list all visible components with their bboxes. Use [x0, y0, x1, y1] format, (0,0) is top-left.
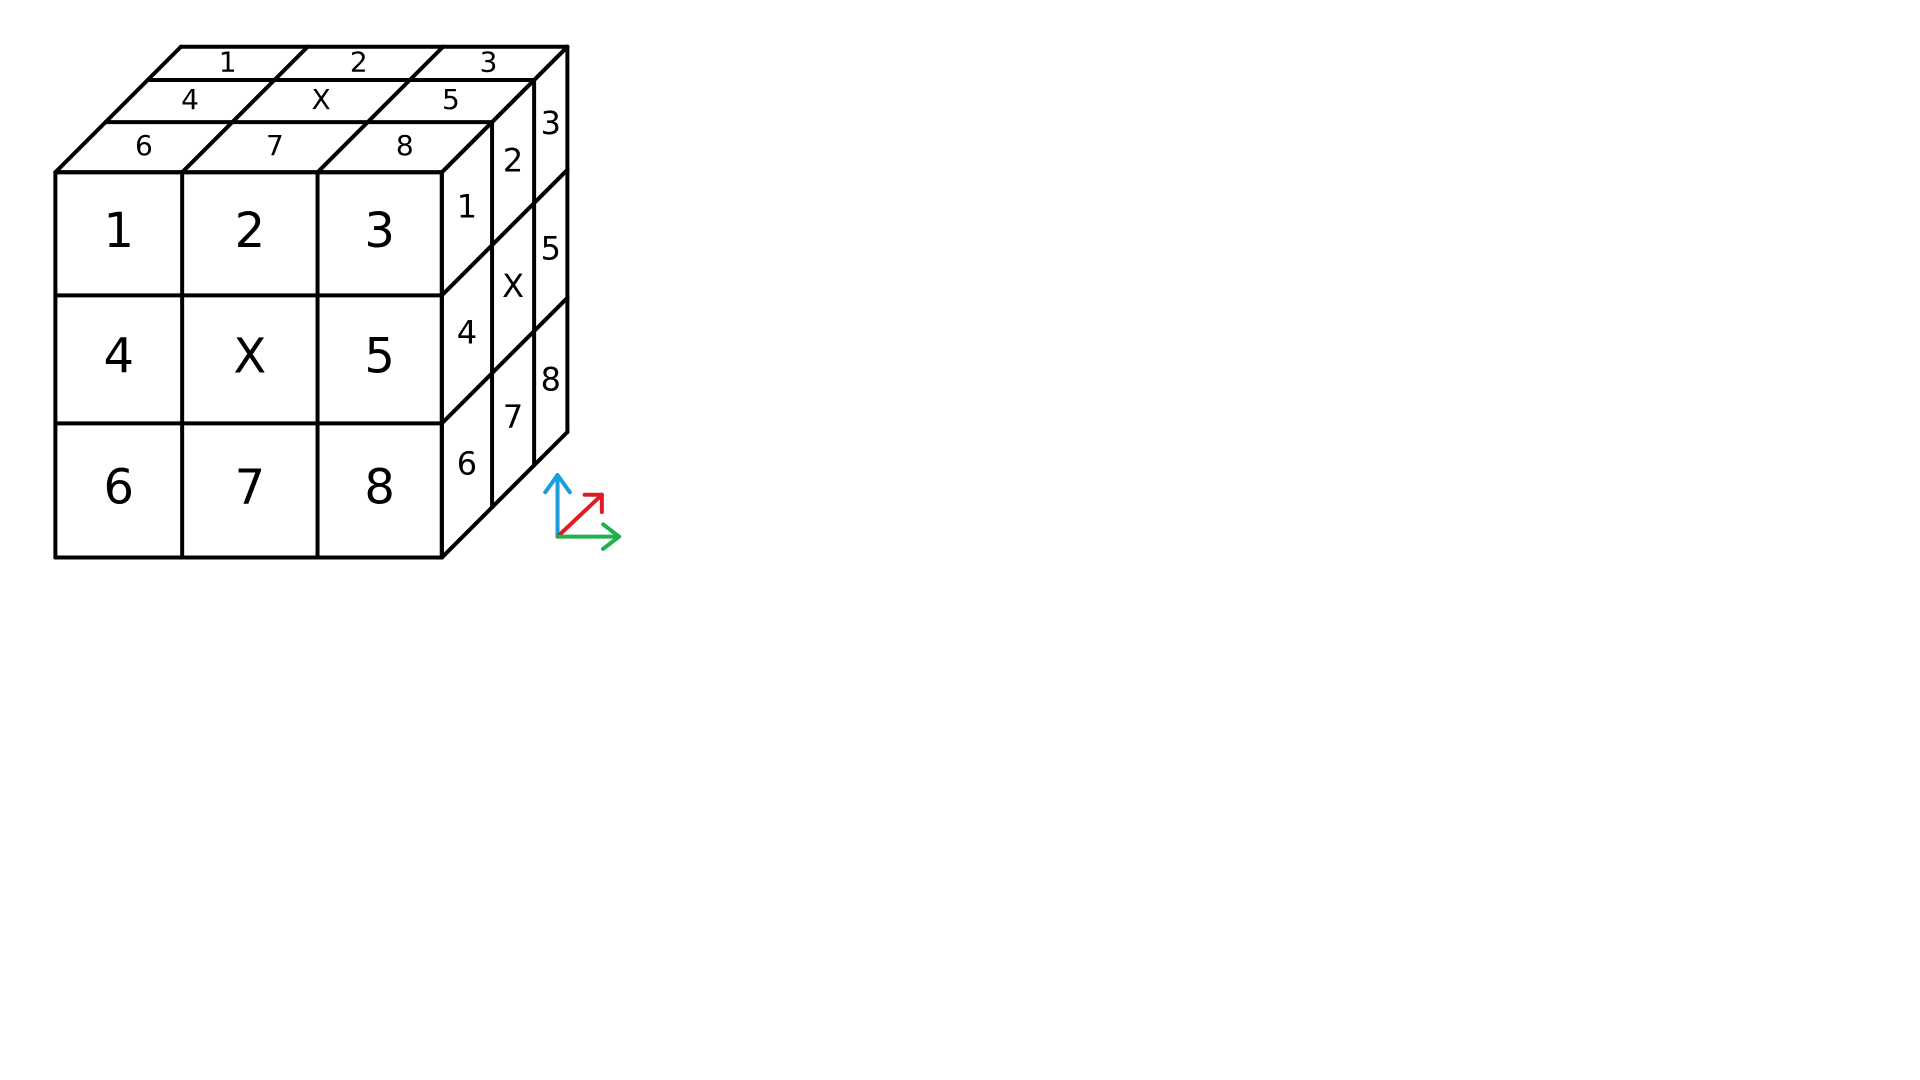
top-grid-line: [53, 44, 183, 175]
front-cell-label: 1: [103, 203, 134, 259]
side-grid-line: [439, 430, 570, 560]
front-cell-label: 5: [364, 328, 395, 384]
front-cell-label: X: [233, 328, 266, 384]
side-face: 123 4X5 678: [457, 104, 561, 482]
top-grid-line: [315, 44, 446, 175]
arrow-diagonal-icon: [555, 492, 604, 539]
side-cell-label: 8: [541, 361, 561, 399]
top-grid-line: [180, 44, 310, 175]
top-cell-label: 1: [219, 45, 237, 78]
top-face: 1 2 3 4 X 5 6 7 8: [135, 45, 498, 162]
top-cell-label: 4: [181, 83, 199, 116]
front-face: 1 2 3 4 X 5 6 7 8: [103, 203, 394, 516]
top-cell-label: 7: [266, 129, 284, 162]
top-cell-label: 8: [396, 129, 414, 162]
front-cell-label: 3: [364, 203, 395, 259]
side-cell-label: 2: [503, 142, 523, 180]
top-cell-label: 2: [350, 45, 368, 78]
side-cell-label: X: [502, 267, 524, 305]
side-grid-line: [439, 44, 570, 175]
axis-triad: [543, 473, 622, 551]
front-cell-label: 4: [103, 328, 134, 384]
side-cell-label: 4: [457, 313, 477, 351]
front-cell-label: 8: [364, 459, 395, 515]
side-cell-label: 1: [457, 188, 477, 226]
side-cell-label: 6: [457, 444, 477, 482]
side-cell-label: 3: [541, 104, 561, 142]
arrow-right-icon: [555, 522, 622, 551]
side-grid-line: [439, 167, 570, 298]
top-cell-label: 6: [135, 129, 153, 162]
side-cell-label: 5: [541, 229, 561, 267]
top-cell-label: X: [311, 83, 330, 116]
cube-grid-lines: [53, 44, 570, 560]
front-cell-label: 7: [235, 459, 266, 515]
top-cell-label: 3: [480, 45, 498, 78]
front-cell-label: 6: [103, 459, 134, 515]
front-cell-label: 2: [235, 203, 266, 259]
side-cell-label: 7: [503, 398, 523, 436]
top-cell-label: 5: [442, 83, 460, 116]
arrow-up-icon: [543, 473, 572, 539]
side-grid-line: [439, 295, 570, 426]
